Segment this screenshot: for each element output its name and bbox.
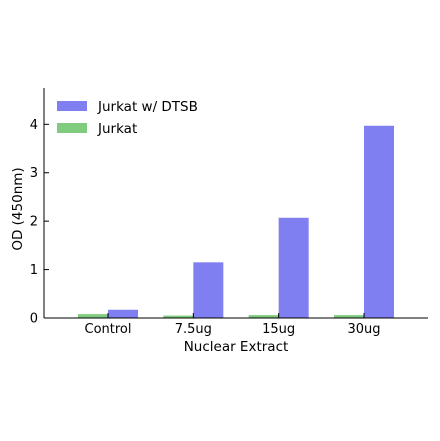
y-axis-label: OD (450nm) [10, 167, 26, 250]
x-axis-label: Nuclear Extract [184, 339, 289, 355]
bar-jurkat-w-dtsb-3 [364, 125, 394, 318]
x-tick-label: 30ug [347, 322, 380, 337]
bar-jurkat-w-dtsb-1 [193, 262, 224, 318]
x-tick-label: 15ug [262, 322, 295, 337]
y-tick-label: 4 [30, 118, 38, 133]
y-tick-label: 2 [30, 215, 38, 230]
bar-jurkat-w-dtsb-2 [278, 217, 309, 318]
x-tick-label: 7.5ug [175, 322, 212, 337]
y-ticks: 0 1 2 3 4 [30, 118, 49, 327]
legend-swatch [57, 123, 87, 133]
legend: Jurkat w/ DTSB Jurkat [57, 99, 198, 137]
bar-jurkat-1 [163, 315, 194, 318]
legend-label: Jurkat w/ DTSB [97, 99, 198, 115]
legend-label: Jurkat [97, 121, 137, 137]
bar-jurkat-w-dtsb-0 [108, 309, 138, 318]
bar-jurkat-2 [248, 315, 279, 318]
y-tick-label: 1 [30, 263, 38, 278]
plot-area [78, 125, 394, 318]
bar-jurkat-3 [334, 315, 364, 318]
x-ticks: Control 7.5ug 15ug 30ug [85, 313, 381, 337]
x-tick-label: Control [85, 322, 132, 337]
legend-swatch [57, 101, 87, 111]
y-tick-label: 3 [30, 166, 38, 181]
y-tick-label: 0 [30, 312, 38, 327]
bar-jurkat-0 [78, 314, 108, 318]
